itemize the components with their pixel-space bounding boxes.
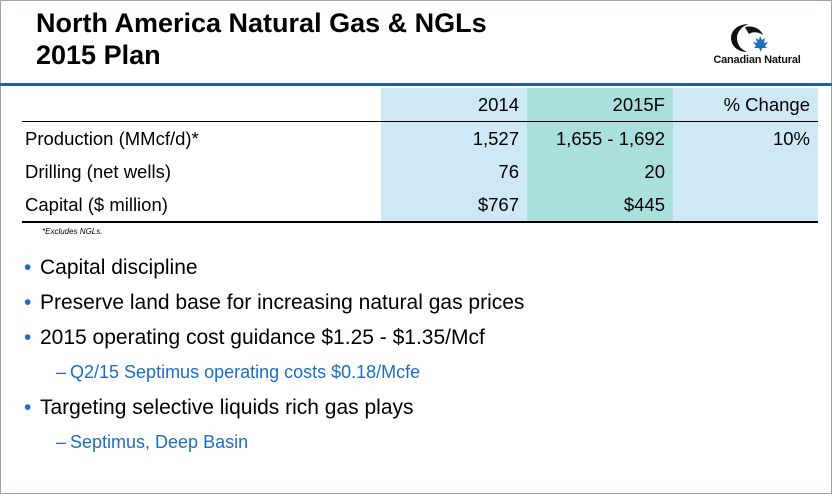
- table-cell: 20: [527, 155, 673, 188]
- table-header-cell: 2014: [381, 88, 527, 122]
- header-divider: [0, 83, 832, 86]
- table-row: Capital ($ million) $767 $445: [22, 188, 818, 223]
- table-cell: 76: [381, 155, 527, 188]
- dash-icon: –: [56, 362, 67, 382]
- table-header-row: 2014 2015F % Change: [22, 88, 818, 122]
- slide-title: North America Natural Gas & NGLs 2015 Pl…: [36, 7, 487, 71]
- sub-bullet-text: Septimus, Deep Basin: [70, 432, 249, 452]
- bullet-item: • Targeting selective liquids rich gas pl…: [24, 390, 524, 425]
- table-cell: [673, 155, 818, 188]
- bullet-dot-icon: •: [24, 396, 32, 419]
- title-line-2: 2015 Plan: [36, 40, 161, 70]
- table-cell: 1,527: [381, 121, 527, 155]
- table-cell: 1,655 - 1,692: [527, 121, 673, 155]
- company-logo: Canadian Natural: [705, 22, 809, 72]
- bullet-text: Capital discipline: [40, 256, 198, 279]
- bullet-text: 2015 operating cost guidance $1.25 - $1.…: [40, 326, 485, 349]
- bullet-text: Preserve land base for increasing natura…: [40, 291, 525, 314]
- plan-table: 2014 2015F % Change Production (MMcf/d)*…: [22, 88, 818, 223]
- table-header-cell: % Change: [673, 88, 818, 122]
- bullet-dot-icon: •: [24, 256, 32, 279]
- sub-bullet-text: Q2/15 Septimus operating costs $0.18/Mcf…: [70, 362, 421, 382]
- logo-text: Canadian Natural: [713, 54, 801, 66]
- dash-icon: –: [56, 432, 67, 452]
- sub-bullet-item: – Septimus, Deep Basin: [24, 425, 524, 460]
- table-row: Production (MMcf/d)* 1,527 1,655 - 1,692…: [22, 121, 818, 155]
- table-header-cell: 2015F: [527, 88, 673, 122]
- title-line-1: North America Natural Gas & NGLs: [36, 8, 487, 38]
- table-row: Drilling (net wells) 76 20: [22, 155, 818, 188]
- bullet-dot-icon: •: [24, 291, 32, 314]
- table-footnote: *Excludes NGLs.: [42, 227, 103, 236]
- table-cell: Drilling (net wells): [25, 160, 171, 182]
- table-cell: Production (MMcf/d)*: [25, 127, 199, 149]
- bullet-item: • Preserve land base for increasing natur…: [24, 285, 524, 320]
- table-cell: [673, 188, 818, 223]
- bullet-item: • 2015 operating cost guidance $1.25 - $1…: [24, 320, 524, 355]
- bullet-dot-icon: •: [24, 326, 32, 349]
- sub-bullet-item: – Q2/15 Septimus operating costs $0.18/Mc…: [24, 355, 524, 390]
- table-cell: Capital ($ million): [22, 188, 381, 223]
- bullet-text: Targeting selective liquids rich gas pla…: [40, 396, 414, 419]
- table-cell: $445: [527, 188, 673, 223]
- table-cell: $767: [381, 188, 527, 223]
- bullet-list: • Capital discipline • Preserve land base …: [24, 250, 524, 460]
- table-header-cell: [22, 88, 381, 122]
- bullet-item: • Capital discipline: [24, 250, 524, 285]
- table-cell: 10%: [673, 121, 818, 155]
- canadian-natural-logo-icon: [731, 24, 768, 52]
